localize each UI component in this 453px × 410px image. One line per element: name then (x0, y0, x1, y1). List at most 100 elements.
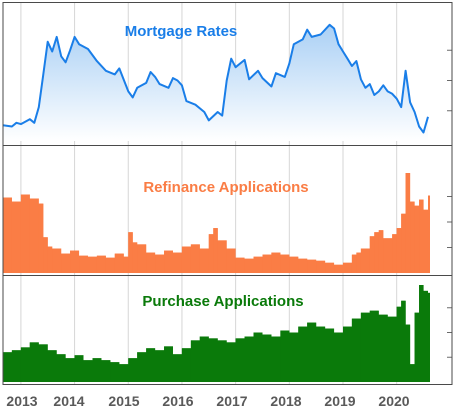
x-tick-label: 2015 (108, 393, 139, 409)
bar (378, 230, 384, 273)
bar (334, 264, 343, 273)
bar (164, 250, 173, 273)
bar (410, 201, 415, 273)
bar (414, 205, 420, 273)
x-tick-label: 2019 (324, 393, 355, 409)
bar (199, 248, 209, 273)
bar (351, 254, 357, 273)
bar (428, 292, 430, 382)
bar (343, 326, 352, 382)
bar (47, 350, 57, 382)
bar (307, 322, 317, 382)
bar (316, 326, 326, 382)
bar (405, 324, 411, 382)
rate-series-line (2, 23, 429, 134)
bar (298, 326, 308, 382)
bar (43, 237, 48, 273)
bar (208, 234, 214, 273)
bar (271, 252, 281, 273)
refinance-applications-panel (3, 173, 452, 273)
bar (20, 347, 30, 382)
bar (146, 348, 156, 382)
bar (414, 312, 420, 382)
panel-frame (2, 275, 453, 385)
bar (101, 360, 111, 382)
bar (83, 360, 93, 382)
bar (235, 338, 245, 382)
x-tick-label: 2020 (378, 393, 409, 409)
bar (88, 256, 97, 273)
bar (65, 358, 75, 382)
bar (378, 314, 388, 382)
bar (419, 199, 424, 273)
bar (47, 246, 53, 273)
bar (119, 364, 129, 382)
mortgage-rates-panel (2, 23, 452, 141)
x-tick-label: 2017 (216, 393, 247, 409)
bar (325, 262, 334, 273)
bar (20, 194, 30, 273)
x-tick-label: 2016 (162, 393, 193, 409)
bar (74, 355, 84, 382)
bar (369, 310, 379, 382)
bar (235, 257, 245, 273)
x-tick-label: 2013 (6, 393, 37, 409)
bar (244, 258, 254, 273)
mortgage-rates-title: Mortgage Rates (125, 23, 238, 40)
bar (132, 242, 138, 273)
bar (401, 213, 406, 273)
bar (410, 364, 415, 382)
bar (316, 260, 326, 273)
bar (356, 252, 361, 273)
bar (369, 236, 375, 273)
bar (280, 254, 290, 273)
bar (11, 201, 21, 273)
bar (29, 198, 39, 273)
bar (423, 209, 428, 273)
bar (253, 256, 263, 273)
bar (396, 306, 402, 382)
bar (419, 285, 424, 382)
bar (155, 350, 164, 382)
bar (226, 248, 236, 273)
bar (11, 350, 21, 382)
bar (70, 250, 79, 273)
bar (61, 253, 71, 273)
bar (3, 197, 12, 273)
bar (360, 312, 370, 382)
bar (351, 318, 361, 382)
bar (92, 358, 102, 382)
bar (244, 336, 254, 382)
bar (226, 342, 236, 382)
x-tick-label: 2018 (270, 393, 301, 409)
bar (289, 256, 299, 273)
bar (428, 195, 430, 273)
bar (155, 254, 164, 273)
bar (181, 246, 191, 273)
bar (38, 344, 48, 382)
bar (396, 228, 402, 273)
bar (137, 352, 147, 382)
bar (262, 254, 272, 273)
panel-titles: Mortgage Rates Refinance Applications Pu… (125, 23, 309, 310)
bar (213, 228, 218, 273)
bar (181, 348, 191, 382)
bar (164, 346, 173, 382)
bar (262, 334, 272, 382)
bar (123, 256, 129, 273)
bar (334, 332, 343, 382)
bar (190, 244, 200, 273)
bar (173, 354, 182, 382)
bar (105, 257, 115, 273)
bar (392, 234, 397, 273)
purchase-applications-title: Purchase Applications (142, 293, 303, 310)
refinance-applications-title: Refinance Applications (143, 179, 308, 196)
bar (190, 340, 200, 382)
bar (52, 248, 62, 273)
bar (217, 340, 227, 382)
bar (307, 259, 317, 273)
bar (173, 252, 182, 273)
purchase-applications-panel (3, 285, 452, 382)
bar (383, 238, 393, 273)
